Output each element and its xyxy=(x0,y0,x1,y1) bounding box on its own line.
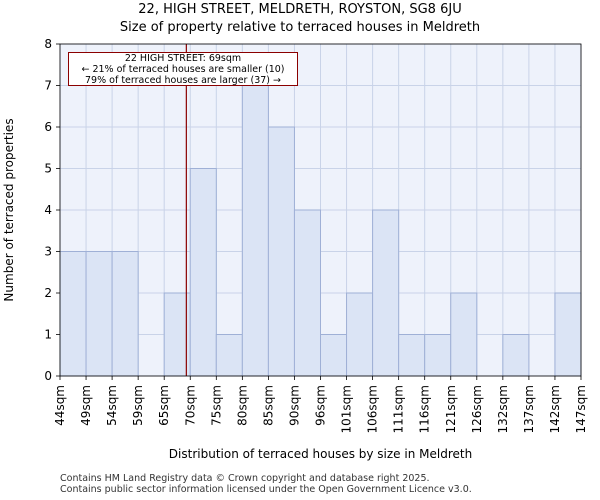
annotation-line-1: 22 HIGH STREET: 69sqm xyxy=(124,53,242,64)
bar xyxy=(241,85,269,377)
y-axis-label: Number of terraced properties xyxy=(2,118,16,301)
x-axis-label: Distribution of terraced houses by size … xyxy=(169,447,472,461)
bar xyxy=(267,126,295,377)
x-tick-label: 106sqm xyxy=(366,385,380,433)
chart-title-address: 22, HIGH STREET, MELDRETH, ROYSTON, SG8 … xyxy=(138,2,462,17)
bar xyxy=(372,209,400,377)
bar xyxy=(502,334,530,377)
annotation-line-2: ← 21% of terraced houses are smaller (10… xyxy=(81,64,285,75)
x-tick-label: 147sqm xyxy=(574,385,588,433)
x-tick-label: 121sqm xyxy=(444,385,458,433)
bar xyxy=(215,334,243,377)
y-tick-label: 3 xyxy=(44,245,52,259)
footer-line-1: Contains HM Land Registry data © Crown c… xyxy=(60,473,430,484)
x-tick-label: 111sqm xyxy=(392,385,406,433)
bar xyxy=(346,292,374,377)
axes xyxy=(56,43,582,380)
annotation-box: 22 HIGH STREET: 69sqm ← 21% of terraced … xyxy=(68,52,298,86)
x-tick-label: 101sqm xyxy=(340,385,354,433)
y-tick-label: 4 xyxy=(44,203,52,217)
footer-line-2: Contains public sector information licen… xyxy=(60,484,472,495)
x-tick-label: 54sqm xyxy=(105,385,119,426)
bar xyxy=(424,334,452,377)
bar xyxy=(450,292,478,377)
bar xyxy=(59,251,87,377)
bar xyxy=(189,168,217,377)
x-tick-label: 85sqm xyxy=(261,385,275,426)
bar xyxy=(398,334,426,377)
x-tick-label: 90sqm xyxy=(287,385,301,426)
y-tick-label: 5 xyxy=(44,162,52,176)
bar xyxy=(320,334,348,377)
annotation-line-3: 79% of terraced houses are larger (37) → xyxy=(85,75,281,86)
x-tick-labels: 44sqm 49sqm 54sqm 59sqm 65sqm 70sqm 75sqm 80sqm… xyxy=(53,385,588,433)
x-tick-label: 116sqm xyxy=(418,385,432,433)
x-tick-label: 49sqm xyxy=(79,385,93,426)
y-tick-label: 0 xyxy=(44,369,52,383)
x-tick-label: 75sqm xyxy=(209,385,223,426)
x-tick-label: 65sqm xyxy=(157,385,171,426)
x-tick-label: 142sqm xyxy=(548,385,562,433)
x-tick-label: 44sqm xyxy=(53,385,67,426)
x-tick-label: 96sqm xyxy=(314,385,328,426)
y-tick-labels: 0 1 2 3 4 5 6 7 8 xyxy=(44,37,52,383)
y-tick-label: 1 xyxy=(44,328,52,342)
x-tick-label: 70sqm xyxy=(183,385,197,426)
x-tick-label: 126sqm xyxy=(470,385,484,433)
y-tick-label: 2 xyxy=(44,286,52,300)
bar xyxy=(554,292,582,377)
x-tick-label: 59sqm xyxy=(131,385,145,426)
bars xyxy=(59,85,582,377)
bar xyxy=(293,209,322,377)
y-tick-label: 8 xyxy=(44,37,52,51)
x-tick-label: 80sqm xyxy=(235,385,249,426)
x-tick-label: 137sqm xyxy=(522,385,536,433)
y-tick-label: 6 xyxy=(44,120,52,134)
bar xyxy=(85,251,113,377)
x-tick-label: 132sqm xyxy=(496,385,510,433)
chart-title: Size of property relative to terraced ho… xyxy=(119,20,481,35)
bar xyxy=(111,251,139,377)
y-tick-label: 7 xyxy=(44,79,52,93)
